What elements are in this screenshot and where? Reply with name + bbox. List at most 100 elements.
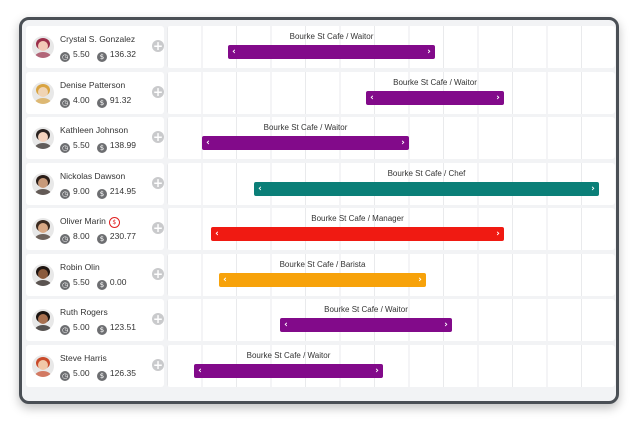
resize-right-handle[interactable]: › <box>496 92 500 103</box>
employee-card[interactable]: Steve Harris ◷ 5.00 $126.35 + <box>26 344 164 387</box>
employee-row: Ruth Rogers ◷ 5.00 $123.51 + Bourke St Cafe… <box>26 299 615 343</box>
shift-timeline[interactable]: Bourke St Cafe / Waitor ‹ › <box>167 26 615 68</box>
avatar[interactable] <box>32 81 54 104</box>
resize-left-handle[interactable]: ‹ <box>198 365 202 376</box>
shift-timeline[interactable]: Bourke St Cafe / Waitor ‹ › <box>167 71 615 114</box>
employee-name: Kathleen Johnson <box>60 125 128 135</box>
hours-value: 5.50 <box>73 140 90 150</box>
employee-stats: ◷ 8.00 $230.77 <box>60 231 141 244</box>
shift-label: Bourke St Cafe / Waitor <box>246 350 331 360</box>
employee-row: Robin Olin ◷ 5.50 $0.00 + Bourke St Cafe / … <box>26 253 615 298</box>
employee-row: Oliver Marin $ ◷ 8.00 $230.77 + Bourke St Ca… <box>26 208 615 252</box>
resize-left-handle[interactable]: ‹ <box>206 138 210 148</box>
resize-right-handle[interactable]: › <box>401 138 405 148</box>
shift-bar[interactable]: ‹ › <box>280 318 452 332</box>
shift-timeline[interactable]: Bourke St Cafe / Waitor ‹ › <box>167 344 615 387</box>
shift-bar[interactable]: ‹ › <box>254 181 599 196</box>
add-shift-button[interactable]: + <box>152 221 164 235</box>
employee-name-text: Steve Harris <box>60 352 107 363</box>
employee-name-text: Denise Patterson <box>60 79 126 90</box>
shift-bar[interactable]: ‹ › <box>219 272 426 287</box>
shift-label: Bourke St Cafe / Chef <box>387 168 466 178</box>
employee-name-text: Ruth Rogers <box>60 307 108 317</box>
employee-stats: ◷ 5.50 $0.00 <box>60 277 131 290</box>
add-shift-button[interactable]: + <box>152 175 164 190</box>
employee-card[interactable]: Nickolas Dawson ◷ 9.00 $214.95 + <box>26 162 164 205</box>
avatar[interactable] <box>32 218 54 240</box>
employee-card[interactable]: Kathleen Johnson ◷ 5.50 $138.99 + <box>26 117 164 159</box>
hours-value: 4.00 <box>73 94 90 105</box>
resize-right-handle[interactable]: › <box>591 183 595 194</box>
resize-right-handle[interactable]: › <box>418 274 422 285</box>
employee-name-text: Nickolas Dawson <box>60 170 126 181</box>
shift-bar[interactable]: ‹ › <box>202 136 409 150</box>
shift-bar[interactable]: ‹ › <box>366 90 504 105</box>
avatar[interactable] <box>32 309 54 331</box>
dollar-icon: $ <box>96 143 107 153</box>
add-shift-button[interactable]: + <box>152 130 164 144</box>
employee-name-text: Oliver Marin <box>60 216 106 226</box>
clock-icon: ◷ <box>60 188 70 199</box>
employee-row: Kathleen Johnson ◷ 5.50 $138.99 + Bourke St… <box>26 117 615 161</box>
cost-alert-icon[interactable]: $ <box>108 217 120 228</box>
shift-timeline[interactable]: Bourke St Cafe / Manager ‹ › <box>167 208 615 250</box>
add-shift-button[interactable]: + <box>152 266 164 281</box>
employee-stats: ◷ 4.00 $91.32 <box>60 95 136 108</box>
avatar[interactable] <box>32 127 54 149</box>
resize-left-handle[interactable]: ‹ <box>223 274 227 285</box>
shift-bar[interactable]: ‹ › <box>211 227 504 241</box>
shift-label: Bourke St Cafe / Waitor <box>393 77 477 87</box>
resize-right-handle[interactable]: › <box>496 229 500 239</box>
employee-stats: ◷ 9.00 $214.95 <box>60 186 141 199</box>
resize-left-handle[interactable]: ‹ <box>215 229 219 239</box>
employee-card[interactable]: Denise Patterson ◷ 4.00 $91.32 + <box>26 71 164 114</box>
resize-right-handle[interactable]: › <box>427 47 431 57</box>
add-shift-button[interactable]: + <box>152 312 164 326</box>
add-shift-button[interactable]: + <box>152 84 164 99</box>
avatar[interactable] <box>32 354 54 377</box>
hours-value: 5.50 <box>73 276 90 287</box>
clock-icon: ◷ <box>60 370 70 381</box>
resize-left-handle[interactable]: ‹ <box>258 183 262 194</box>
add-shift-button[interactable]: + <box>152 357 164 372</box>
dollar-icon: $ <box>96 52 107 62</box>
roster-window: Crystal S. Gonzalez ◷ 5.50 $136.32 + Bourke… <box>19 17 619 404</box>
employee-name: Robin Olin <box>60 262 100 272</box>
dollar-icon: $ <box>96 234 107 244</box>
add-shift-button[interactable]: + <box>152 39 164 53</box>
cost-value: 136.32 <box>109 49 136 59</box>
employee-stats: ◷ 5.00 $123.51 <box>60 322 141 335</box>
clock-icon: ◷ <box>60 234 70 244</box>
avatar[interactable] <box>32 263 54 286</box>
resize-left-handle[interactable]: ‹ <box>232 47 236 57</box>
shift-label: Bourke St Cafe / Waitor <box>324 305 408 314</box>
shift-timeline[interactable]: Bourke St Cafe / Barista ‹ › <box>167 253 615 296</box>
avatar[interactable] <box>32 36 54 58</box>
resize-left-handle[interactable]: ‹ <box>284 320 288 330</box>
employee-card[interactable]: Oliver Marin $ ◷ 8.00 $230.77 + <box>26 208 164 250</box>
employee-card[interactable]: Crystal S. Gonzalez ◷ 5.50 $136.32 + <box>26 26 164 68</box>
resize-right-handle[interactable]: › <box>444 320 448 330</box>
avatar[interactable] <box>32 172 54 195</box>
dollar-icon: $ <box>96 279 107 290</box>
resize-right-handle[interactable]: › <box>375 365 379 376</box>
employee-name-text: Robin Olin <box>60 261 100 272</box>
dollar-icon: $ <box>96 188 107 199</box>
shift-bar[interactable]: ‹ › <box>194 363 383 378</box>
shift-timeline[interactable]: Bourke St Cafe / Chef ‹ › <box>167 162 615 205</box>
clock-icon: ◷ <box>60 325 70 335</box>
employee-card[interactable]: Robin Olin ◷ 5.50 $0.00 + <box>26 253 164 296</box>
hours-value: 8.00 <box>73 231 90 241</box>
dollar-icon: $ <box>96 97 107 108</box>
cost-value: 214.95 <box>109 185 136 196</box>
cost-value: 230.77 <box>109 231 136 241</box>
shift-bar[interactable]: ‹ › <box>228 45 435 59</box>
employee-row: Nickolas Dawson ◷ 9.00 $214.95 + Bourke St … <box>26 162 615 207</box>
shift-timeline[interactable]: Bourke St Cafe / Waitor ‹ › <box>167 299 615 341</box>
dollar-icon: $ <box>96 325 107 335</box>
employee-card[interactable]: Ruth Rogers ◷ 5.00 $123.51 + <box>26 299 164 341</box>
resize-left-handle[interactable]: ‹ <box>370 92 374 103</box>
cost-value: 126.35 <box>109 367 136 378</box>
shift-label: Bourke St Cafe / Barista <box>279 259 366 269</box>
shift-timeline[interactable]: Bourke St Cafe / Waitor ‹ › <box>167 117 615 159</box>
